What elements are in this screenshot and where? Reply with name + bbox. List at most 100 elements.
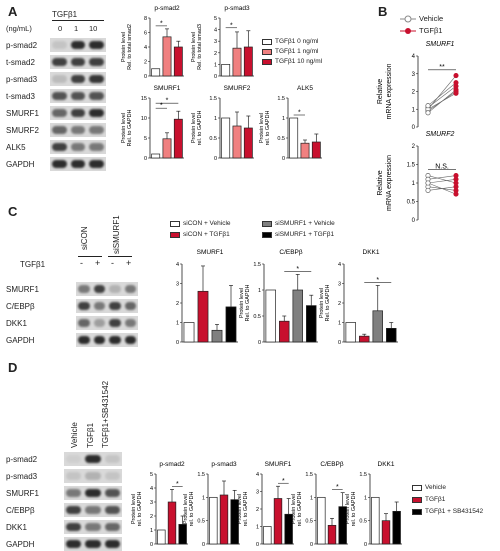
chart-c2-bar-1 [279,320,290,343]
chart-a5-title: ALK5 [297,85,313,92]
chart-b1-ylabel-1: mRNA expression [386,63,393,119]
panel-d-lane-0-label: Vehicle [70,422,79,448]
chart-b2-point-b-5 [453,191,459,197]
chart-a2-ytick-label-4: 4 [214,28,217,34]
panel-d-lane-1: TGFβ1 [86,388,98,448]
chart-b2-ytick-label-0: 0 [412,218,416,224]
panel-c-group-bar-0 [78,256,102,257]
chart-c3-ytick-label-2: 2 [338,301,341,307]
chart-b2-pair-line-0 [427,175,457,184]
chart-d1-ytick-label-1: 1 [150,528,153,534]
chart-d1-bar-1 [167,501,177,545]
chart-b1-ytick-label-1: 1 [412,107,416,113]
chart-b1-ytick-label-3: 3 [412,72,416,78]
panel-d-band-2-1 [85,489,101,497]
panel-a-treatment-label: TGFβ1 [52,10,78,19]
panel-d-blot-label-4: DKK1 [6,523,27,532]
chart-a3-svg: SMURF1 Protein level Rel. to GAPDH 0 5 10 15 ** [121,85,184,162]
chart-c3-bar-2 [372,310,383,343]
chart-c3-ylabel-1: Rel. to GAPDH [325,284,331,321]
legend-c-label-2: siCON + TGFβ1 [183,231,230,238]
legend-c-swatch-0 [170,220,180,227]
panel-a-band-5-0 [52,126,67,134]
chart-d3-bar-2 [284,513,293,545]
panel-a-band-4-1 [70,109,86,117]
panel-a-blot-row-6 [50,140,106,154]
chart-d3-ylabel-1: rel. to GAPDH [243,492,249,527]
panel-d-band-1-0 [66,472,82,480]
chart-a1-svg: p-smad2 Protein level Rel. to total smad2 0… [121,5,184,80]
chart-a2-sig-label-0: * [230,22,233,29]
panel-a-band-5-2 [89,126,104,134]
panel-a-band-3-2 [89,92,104,100]
panel-d-band-5-0 [66,540,82,548]
chart-d1-bar-0 [157,529,166,545]
chart-d4-sig-label-0: * [336,484,339,491]
legend-c-item-0: siCON + Vehicle [170,220,231,227]
panel-c-blot-row-2 [76,316,138,330]
chart-a3-sig-label-1: * [166,98,169,105]
legend-c-label-1: siSMURF1 + Vehicle [275,220,335,227]
chart-d4-title: C/EBPβ [320,461,344,468]
chart-c1-title: SMURF1 [197,249,224,256]
chart-d1-bar-2 [178,524,187,545]
panel-a-band-7-1 [70,160,86,168]
panel-d-band-4-0 [66,523,82,531]
legend-b-item-1: TGFβ1 [400,26,442,35]
panel-d-blot-label-2: SMURF1 [6,489,39,498]
panel-c-letter: C [8,204,18,219]
panel-a-blot-row-3 [50,89,106,103]
chart-c3-ylabel-0: Protein level [319,288,325,318]
chart-a4-bar-0 [221,117,231,159]
chart-b1-title: SMURF1 [426,41,455,48]
chart-b1-ytick-label-4: 4 [412,54,416,60]
panel-c-band-3-0 [78,336,90,344]
panel-d-band-1-1 [85,472,101,480]
chart-a1-bar-0 [151,68,161,77]
panel-a-band-7-2 [89,160,104,168]
panel-d-blot-row-2 [64,486,122,500]
chart-d4-ytick-label-0: 0 [310,542,313,548]
panel-c-band-1-3 [124,302,136,310]
legend-c-item-1: siSMURF1 + Vehicle [262,220,335,227]
chart-a3-ytick-label-3: 15 [141,96,147,102]
panel-d-band-5-2 [104,540,120,548]
chart-a5-bar-1 [300,142,310,159]
panel-d-blot-row-4 [64,520,122,534]
chart-a4-ytick-label-3: 1.5 [209,96,217,102]
chart-a3-sig-label-0: * [160,103,163,110]
chart-a1-ytick-label-2: 4 [144,45,147,51]
chart-d1-ylabel-1: rel. to GAPDH [137,492,143,527]
panel-c-blot-row-3 [76,333,138,347]
chart-d3-ytick-label-4: 4 [256,472,259,478]
chart-d5-ytick-label-1: 0.5 [359,519,367,525]
chart-a4-bar-1 [232,125,242,159]
panel-c-group-0: siCON [80,210,94,250]
chart-a2-ytick-label-1: 1 [214,62,217,68]
panel-c-band-2-0 [78,319,90,327]
legend-a-item-2: TGFβ1 10 ng/ml [262,58,322,65]
panel-c-blot-row-0 [76,282,138,296]
chart-b1-ytick-label-2: 2 [412,90,416,96]
panel-d-band-0-0 [66,455,82,463]
chart-a1-ytick-label-3: 6 [144,31,147,37]
chart-b1-point-b-0 [453,72,459,79]
chart-a1-bar-1 [162,36,172,77]
chart-a4-svg: SMURF2 Protein level rel. to GAPDH 0 0.5 1 1.5 [191,85,254,162]
chart-a2-ytick-label-2: 2 [214,51,217,57]
panel-a-conc-0: 0 [58,24,63,33]
chart-d1-ytick-label-3: 3 [150,500,153,506]
panel-d-letter: D [8,360,18,375]
chart-b1-pair-line-4 [427,82,457,106]
chart-a2-bar-2 [243,46,253,77]
panel-c-band-3-2 [109,336,121,344]
legend-d-label-0: Vehicle [425,484,446,491]
chart-b2-point-a-5 [425,180,431,186]
chart-a4-ylabel-0: Protein level [191,113,197,143]
chart-c1-bar-0 [183,322,195,343]
chart-a5-svg: ALK5 Protein level rel. to GAPDH 0 0.5 1 1.5 * [259,85,322,162]
panel-c-band-0-1 [93,285,105,293]
panel-d-blot-label-5: GAPDH [6,540,35,549]
